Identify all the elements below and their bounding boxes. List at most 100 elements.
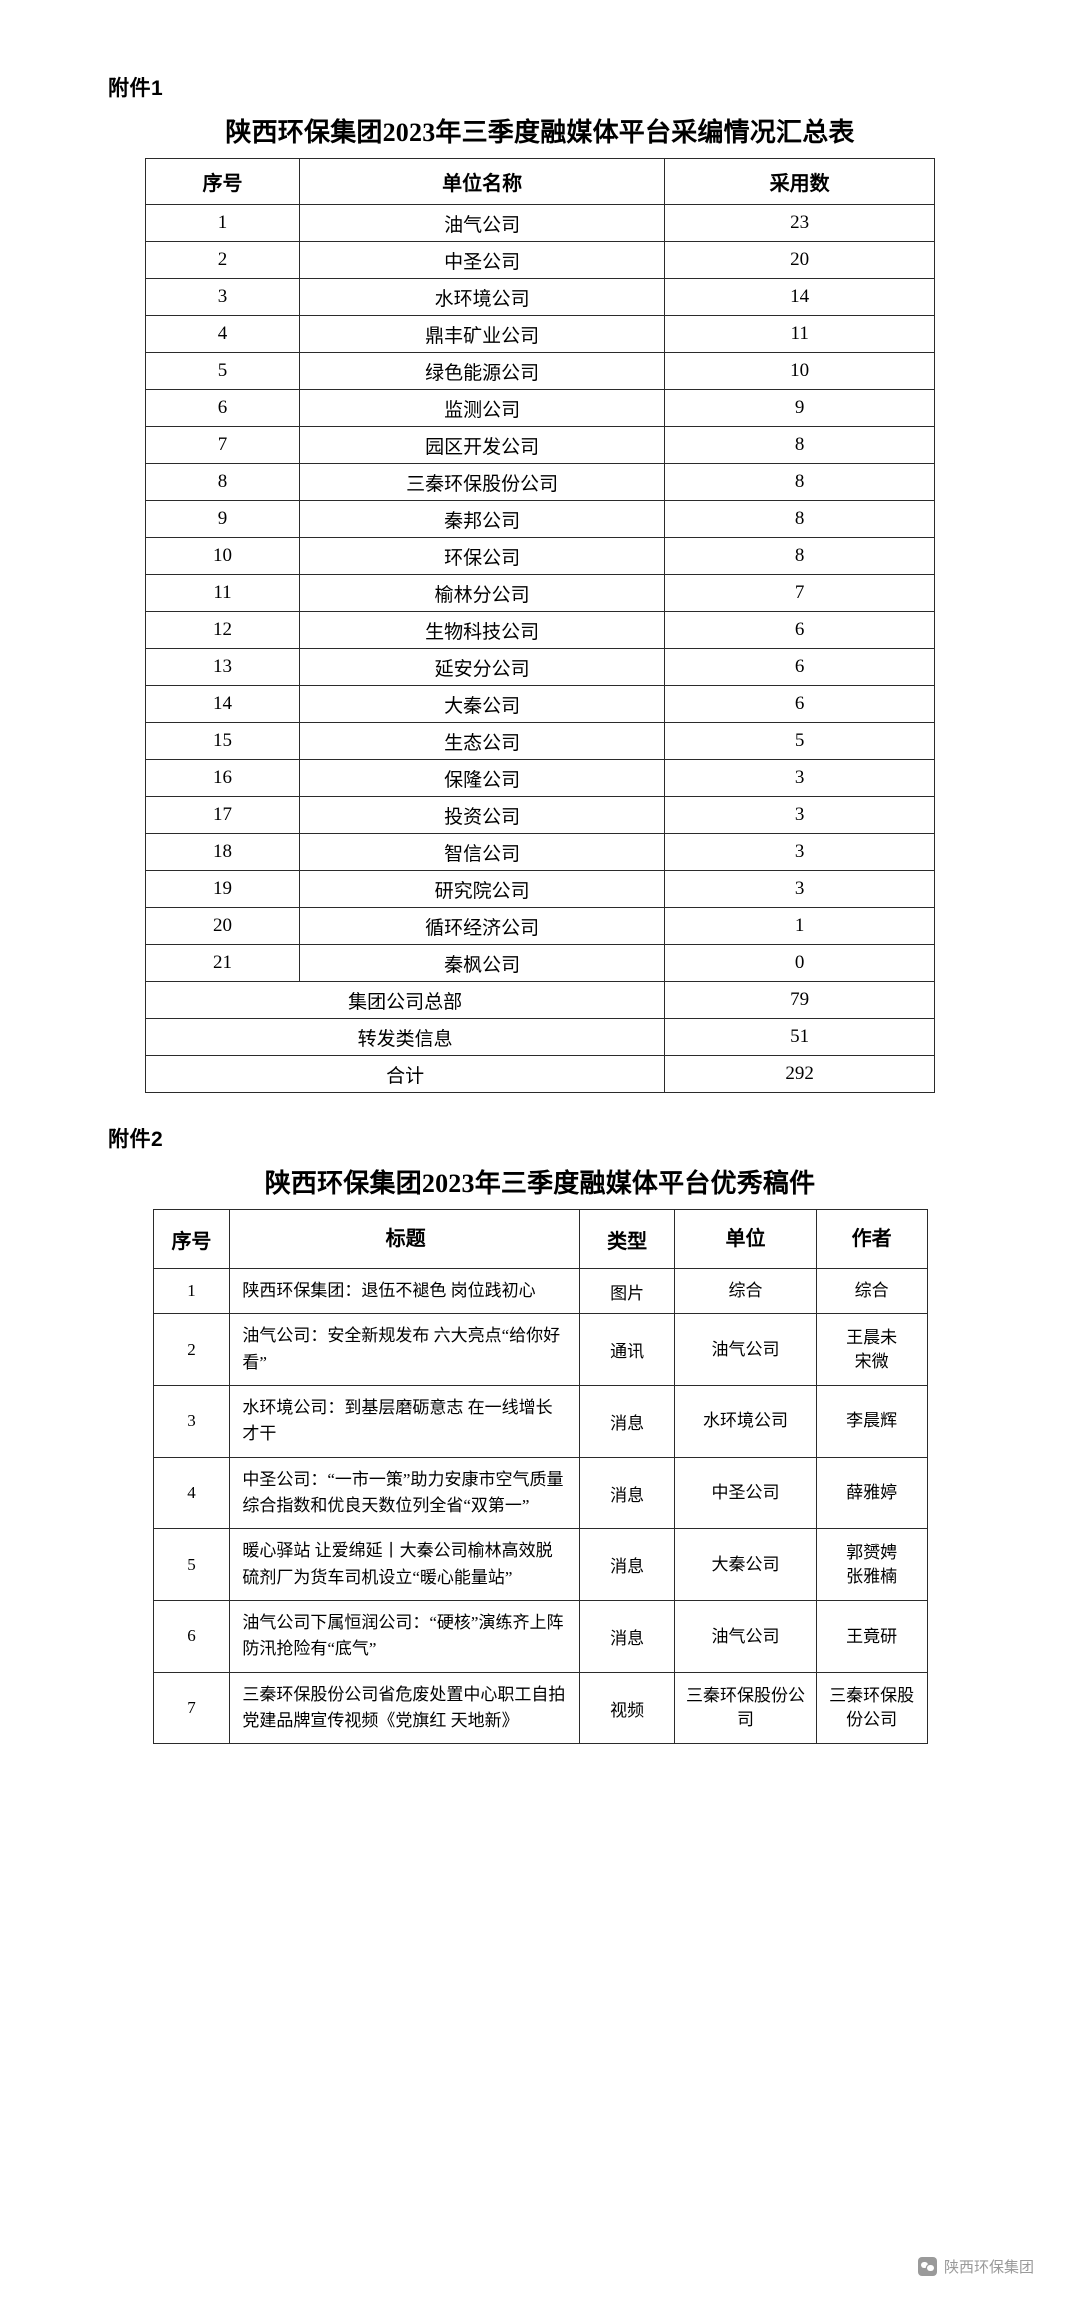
cell-no: 6 [145, 389, 300, 427]
table-row: 5 绿色能源公司 10 [145, 352, 935, 390]
cell-unit: 智信公司 [298, 833, 666, 871]
cell-no: 9 [145, 500, 300, 538]
cell-author: 薛雅婷 [815, 1456, 928, 1530]
cell-count: 0 [664, 944, 935, 982]
table-row: 17 投资公司 3 [145, 796, 935, 834]
cell-title: 三秦环保股份公司省危废处置中心职工自拍党建品牌宣传视频《党旗红 天地新》 [229, 1671, 580, 1745]
cell-no: 14 [145, 685, 300, 723]
cell-unit: 研究院公司 [298, 870, 666, 908]
cell-count: 8 [664, 537, 935, 575]
table-row: 4 鼎丰矿业公司 11 [145, 315, 935, 353]
cell-unit: 油气公司 [674, 1313, 817, 1387]
articles-table: 序号 标题 类型 单位 作者 1 陕西环保集团：退伍不褪色 岗位践初心 图片 综合 综合… [152, 1209, 928, 1745]
cell-type: 通讯 [578, 1313, 676, 1387]
cell-count: 3 [664, 833, 935, 871]
cell-summary-label: 合计 [144, 1055, 666, 1093]
cell-unit: 秦枫公司 [298, 944, 666, 982]
table-row: 7 三秦环保股份公司省危废处置中心职工自拍党建品牌宣传视频《党旗红 天地新》 视频三… [152, 1671, 928, 1745]
cell-summary-count: 292 [664, 1055, 935, 1093]
attachment-1-title: 陕西环保集团2023年三季度融媒体平台采编情况汇总表 [225, 118, 855, 147]
table-row: 18 智信公司 3 [145, 833, 935, 871]
cell-unit: 园区开发公司 [298, 426, 666, 464]
cell-no: 7 [152, 1671, 231, 1745]
cell-no: 7 [145, 426, 300, 464]
table-header-row: 序号 标题 类型 单位 作者 [152, 1209, 928, 1269]
table-row: 16 保隆公司 3 [145, 759, 935, 797]
bottom-spacer [0, 1744, 1080, 1784]
column-header-unit: 单位名称 [298, 158, 666, 205]
cell-unit: 循环经济公司 [298, 907, 666, 945]
cell-no: 4 [152, 1456, 231, 1530]
table-row: 1 陕西环保集团：退伍不褪色 岗位践初心 图片 综合 综合 [152, 1267, 928, 1315]
cell-unit: 生物科技公司 [298, 611, 666, 649]
cell-unit: 油气公司 [298, 204, 666, 242]
cell-no: 15 [145, 722, 300, 760]
cell-author: 综合 [815, 1267, 928, 1315]
cell-author: 王晨未 宋微 [815, 1313, 928, 1387]
cell-count: 3 [664, 870, 935, 908]
cell-no: 16 [145, 759, 300, 797]
cell-title: 中圣公司：“一市一策”助力安康市空气质量综合指数和优良天数位列全省“双第一” [229, 1456, 580, 1530]
table-row: 14 大秦公司 6 [145, 685, 935, 723]
cell-count: 6 [664, 648, 935, 686]
table-row: 1 油气公司 23 [145, 204, 935, 242]
table-row: 6 油气公司下属恒润公司：“硬核”演练齐上阵 防汛抢险有“底气” 消息 油气公司 王竟研 [152, 1600, 928, 1673]
cell-no: 10 [145, 537, 300, 575]
column-header-title: 标题 [229, 1209, 580, 1269]
table-row: 6 监测公司 9 [145, 389, 935, 427]
column-header-type: 类型 [578, 1209, 676, 1269]
wechat-icon [917, 2257, 937, 2276]
cell-summary-count: 79 [664, 981, 935, 1019]
cell-no: 5 [152, 1528, 231, 1602]
cell-count: 10 [664, 352, 935, 390]
cell-no: 2 [145, 241, 300, 279]
cell-no: 2 [152, 1313, 231, 1387]
table-row: 7 园区开发公司 8 [145, 426, 935, 464]
cell-count: 23 [664, 204, 935, 242]
cell-count: 14 [664, 278, 935, 316]
cell-count: 11 [664, 315, 935, 353]
cell-author: 郭赟娉 张雅楠 [815, 1528, 928, 1602]
cell-unit: 投资公司 [298, 796, 666, 834]
cell-summary-label: 转发类信息 [144, 1018, 666, 1056]
cell-author: 李晨辉 [815, 1385, 928, 1458]
footer-watermark: 陕西环保集团 [917, 2256, 1034, 2277]
table-row: 11 榆林分公司 7 [145, 574, 935, 612]
table-row: 2 油气公司：安全新规发布 六大亮点“给你好看” 通讯 油气公司 王晨未 宋微 [152, 1313, 928, 1387]
cell-unit: 监测公司 [298, 389, 666, 427]
cell-no: 8 [145, 463, 300, 501]
cell-title: 油气公司下属恒润公司：“硬核”演练齐上阵 防汛抢险有“底气” [229, 1600, 580, 1673]
cell-unit: 三秦环保股份公司 [298, 463, 666, 501]
cell-unit: 水环境公司 [674, 1385, 817, 1458]
cell-count: 6 [664, 685, 935, 723]
cell-no: 13 [145, 648, 300, 686]
cell-count: 9 [664, 389, 935, 427]
attachment-2-title: 陕西环保集团2023年三季度融媒体平台优秀稿件 [264, 1169, 816, 1198]
cell-title: 暖心驿站 让爱绵延丨大秦公司榆林高效脱硫剂厂为货车司机设立“暖心能量站” [229, 1528, 580, 1602]
column-header-count: 采用数 [664, 158, 935, 205]
table-row: 9 秦邦公司 8 [145, 500, 935, 538]
cell-unit: 中圣公司 [674, 1456, 817, 1530]
cell-no: 3 [152, 1385, 231, 1458]
cell-unit: 保隆公司 [298, 759, 666, 797]
cell-type: 视频 [578, 1671, 676, 1745]
column-header-no: 序号 [145, 158, 300, 205]
cell-type: 图片 [578, 1267, 676, 1315]
cell-no: 20 [145, 907, 300, 945]
cell-unit: 综合 [674, 1267, 817, 1315]
cell-title: 陕西环保集团：退伍不褪色 岗位践初心 [229, 1267, 580, 1315]
table-row: 21 秦枫公司 0 [145, 944, 935, 982]
table-row: 15 生态公司 5 [145, 722, 935, 760]
cell-type: 消息 [578, 1456, 676, 1530]
cell-count: 3 [664, 796, 935, 834]
cell-no: 3 [145, 278, 300, 316]
cell-unit: 生态公司 [298, 722, 666, 760]
cell-unit: 秦邦公司 [298, 500, 666, 538]
table-row: 8 三秦环保股份公司 8 [145, 463, 935, 501]
cell-count: 7 [664, 574, 935, 612]
cell-no: 11 [145, 574, 300, 612]
cell-unit: 鼎丰矿业公司 [298, 315, 666, 353]
cell-summary-count: 51 [664, 1018, 935, 1056]
table-row: 4 中圣公司：“一市一策”助力安康市空气质量综合指数和优良天数位列全省“双第一” 消… [152, 1456, 928, 1530]
